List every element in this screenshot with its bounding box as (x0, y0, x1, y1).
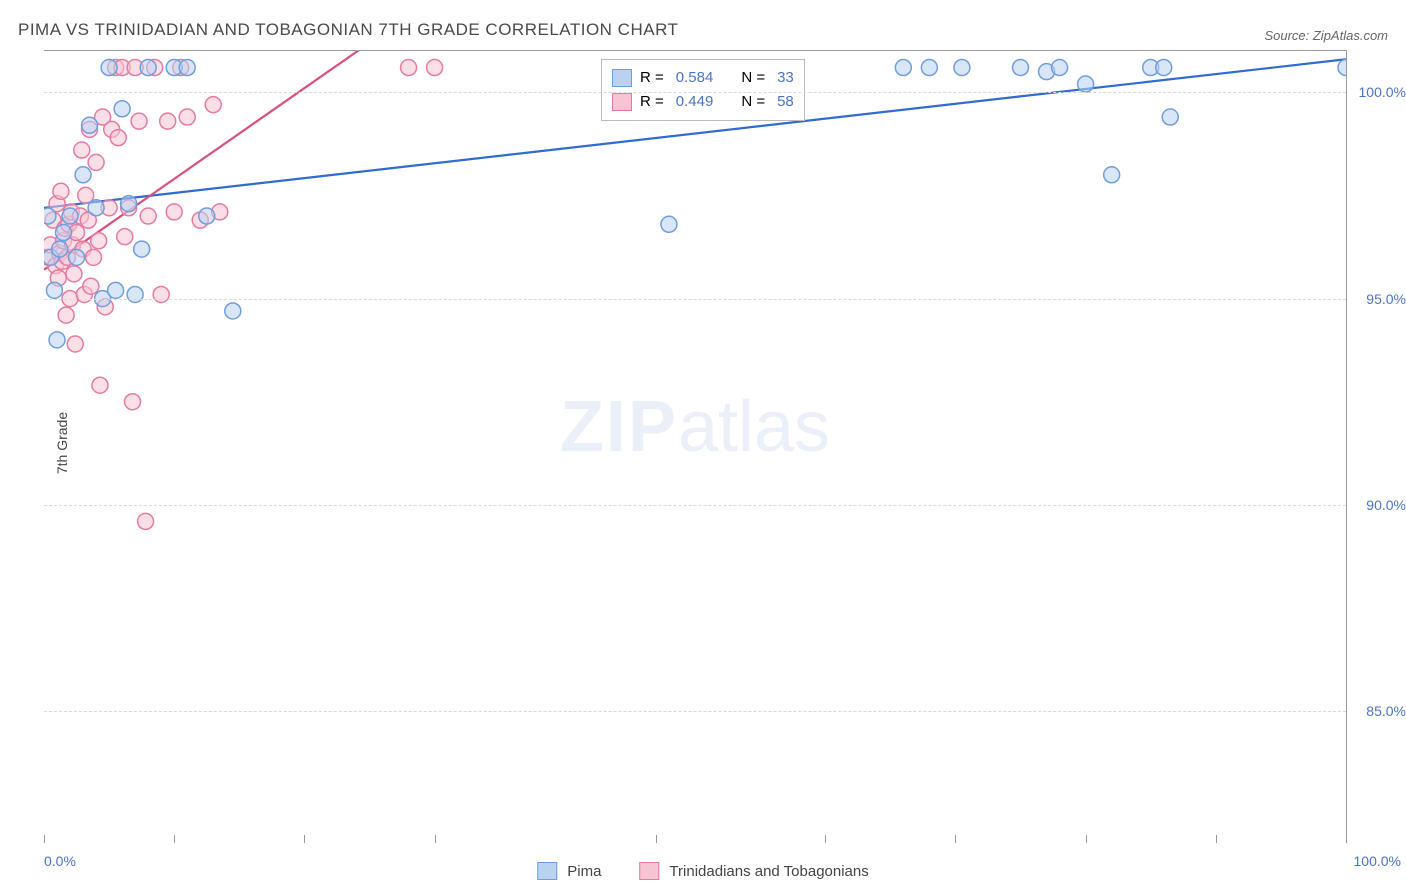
point-trinidadian (401, 60, 417, 76)
point-trinidadian (67, 336, 83, 352)
point-pima (1013, 60, 1029, 76)
x-origin-label: 0.0% (44, 853, 76, 869)
swatch-trin (612, 93, 632, 111)
x-tick (955, 835, 956, 843)
point-trinidadian (91, 233, 107, 249)
point-pima (88, 200, 104, 216)
point-pima (954, 60, 970, 76)
point-pima (661, 216, 677, 232)
x-tick (825, 835, 826, 843)
x-tick (174, 835, 175, 843)
stats-row-trin: R = 0.449 N = 58 (612, 90, 794, 114)
point-pima (56, 225, 72, 241)
point-pima (140, 60, 156, 76)
legend-swatch-pima (537, 862, 557, 880)
r-value-trin: 0.449 (676, 90, 714, 114)
point-trinidadian (160, 113, 176, 129)
point-pima (101, 60, 117, 76)
point-trinidadian (166, 204, 182, 220)
stats-row-pima: R = 0.584 N = 33 (612, 66, 794, 90)
point-trinidadian (110, 130, 126, 146)
stats-legend: R = 0.584 N = 33 R = 0.449 N = 58 (601, 59, 805, 121)
point-trinidadian (83, 278, 99, 294)
legend-label-pima: Pima (567, 863, 601, 880)
point-trinidadian (153, 286, 169, 302)
point-pima (69, 249, 85, 265)
point-pima (82, 117, 98, 133)
point-pima (127, 286, 143, 302)
point-trinidadian (88, 154, 104, 170)
point-pima (179, 60, 195, 76)
point-pima (52, 241, 68, 257)
point-pima (44, 208, 56, 224)
r-prefix: R = (640, 66, 664, 90)
point-pima (1052, 60, 1068, 76)
gridline-h (44, 92, 1346, 93)
x-tick (1086, 835, 1087, 843)
point-pima (62, 208, 78, 224)
point-pima (1162, 109, 1178, 125)
point-pima (49, 332, 65, 348)
point-pima (921, 60, 937, 76)
point-trinidadian (179, 109, 195, 125)
gridline-h (44, 299, 1346, 300)
point-pima (1338, 60, 1346, 76)
point-trinidadian (117, 229, 133, 245)
point-trinidadian (138, 513, 154, 529)
x-tick (304, 835, 305, 843)
x-tick (435, 835, 436, 843)
point-pima (1104, 167, 1120, 183)
legend-swatch-trin (639, 862, 659, 880)
chart-svg (44, 51, 1346, 835)
swatch-pima (612, 69, 632, 87)
n-prefix: N = (741, 90, 765, 114)
point-pima (75, 167, 91, 183)
point-pima (46, 282, 62, 298)
point-trinidadian (58, 307, 74, 323)
point-trinidadian (131, 113, 147, 129)
point-trinidadian (53, 183, 69, 199)
point-trinidadian (125, 394, 141, 410)
point-trinidadian (427, 60, 443, 76)
point-trinidadian (92, 377, 108, 393)
x-tick (656, 835, 657, 843)
n-value-pima: 33 (777, 66, 794, 90)
x-tick (1216, 835, 1217, 843)
source-label: Source: ZipAtlas.com (1264, 28, 1388, 43)
y-tick-label: 85.0% (1352, 703, 1406, 719)
point-pima (134, 241, 150, 257)
chart-title: PIMA VS TRINIDADIAN AND TOBAGONIAN 7TH G… (18, 20, 678, 40)
point-trinidadian (74, 142, 90, 158)
plot-area: 7th Grade ZIPatlas R = 0.584 N = 33 R = … (44, 50, 1347, 835)
point-trinidadian (85, 249, 101, 265)
y-tick-label: 90.0% (1352, 497, 1406, 513)
point-pima (1078, 76, 1094, 92)
r-value-pima: 0.584 (676, 66, 714, 90)
x-tick (1346, 835, 1347, 843)
point-pima (121, 196, 137, 212)
point-pima (114, 101, 130, 117)
point-trinidadian (205, 97, 221, 113)
legend-label-trin: Trinidadians and Tobagonians (669, 863, 868, 880)
point-trinidadian (66, 266, 82, 282)
y-tick-label: 95.0% (1352, 291, 1406, 307)
n-value-trin: 58 (777, 90, 794, 114)
point-trinidadian (140, 208, 156, 224)
point-pima (108, 282, 124, 298)
r-prefix: R = (640, 90, 664, 114)
gridline-h (44, 711, 1346, 712)
y-tick-label: 100.0% (1352, 84, 1406, 100)
n-prefix: N = (741, 66, 765, 90)
gridline-h (44, 505, 1346, 506)
x-tick (44, 835, 45, 843)
x-max-label: 100.0% (1354, 853, 1401, 869)
point-pima (1156, 60, 1172, 76)
point-pima (225, 303, 241, 319)
series-legend: Pima Trinidadians and Tobagonians (537, 862, 869, 880)
point-pima (199, 208, 215, 224)
point-pima (895, 60, 911, 76)
